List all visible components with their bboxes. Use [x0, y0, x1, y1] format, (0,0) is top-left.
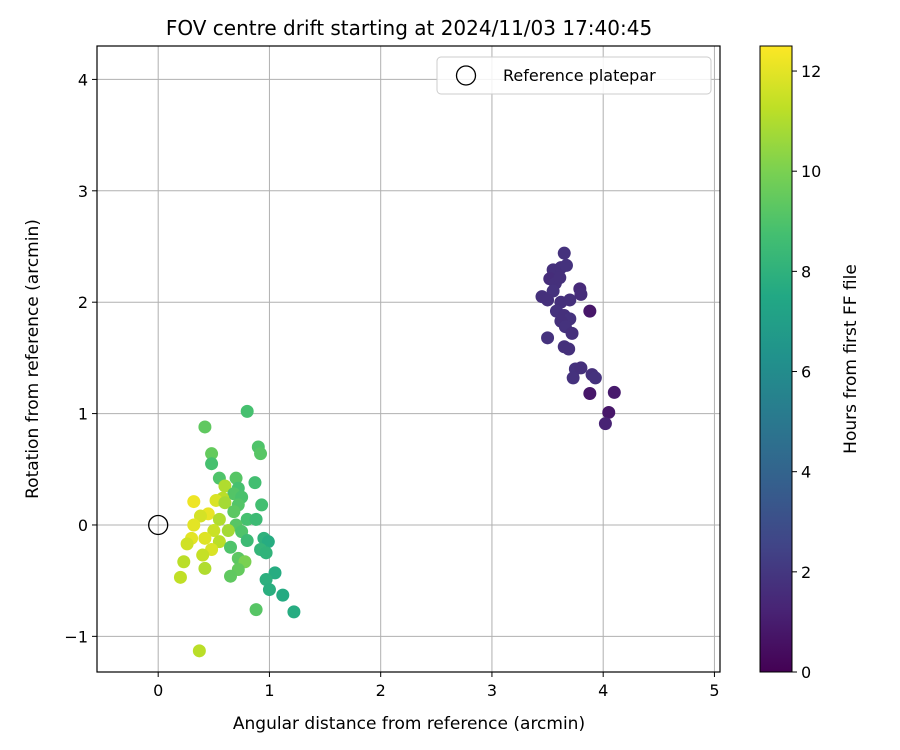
scatter-point	[583, 387, 597, 401]
x-tick-label: 0	[153, 681, 163, 700]
scatter-point	[262, 583, 276, 597]
scatter-point	[212, 512, 226, 526]
x-tick-label: 3	[487, 681, 497, 700]
scatter-point	[221, 524, 235, 538]
scatter-point	[607, 385, 621, 399]
y-tick-label: −1	[64, 627, 88, 646]
y-tick-label: 4	[78, 70, 88, 89]
y-tick-label: 0	[78, 516, 88, 535]
scatter-point	[196, 548, 210, 562]
data-points	[173, 246, 621, 658]
scatter-point	[229, 471, 243, 485]
scatter-point	[259, 573, 273, 587]
colorbar-label: Hours from first FF file	[841, 264, 861, 454]
scatter-point	[177, 555, 191, 569]
scatter-point	[173, 570, 187, 584]
y-axis-ticks: −1 0 1 2 3 4	[64, 70, 97, 646]
scatter-point	[557, 246, 571, 260]
scatter-point	[224, 569, 237, 583]
chart-title: FOV centre drift starting at 2024/11/03 …	[166, 16, 652, 40]
x-tick-label: 2	[376, 681, 386, 700]
scatter-point	[240, 534, 254, 548]
x-axis-label: Angular distance from reference (arcmin)	[233, 714, 585, 734]
scatter-point	[259, 546, 273, 560]
x-tick-label: 1	[264, 681, 274, 700]
scatter-point	[218, 479, 232, 493]
scatter-point	[254, 447, 268, 461]
scatter-point	[588, 371, 602, 385]
legend-label-reference-platepar: Reference platepar	[503, 66, 656, 85]
scatter-point	[187, 518, 201, 532]
legend-box	[436, 56, 712, 95]
colorbar-ticks: 0 2 4 6 8 10 12	[792, 62, 821, 682]
scatter-point	[205, 457, 219, 471]
scatter-point	[553, 271, 567, 285]
x-tick-label: 4	[598, 681, 608, 700]
scatter-point	[224, 540, 237, 554]
scatter-point	[198, 561, 212, 575]
scatter-point	[218, 496, 232, 510]
legend-marker	[455, 65, 477, 86]
legend: Reference platepar	[436, 56, 712, 95]
scatter-point	[249, 603, 263, 617]
colorbar-tick-label: 12	[801, 62, 821, 81]
scatter-point	[563, 293, 577, 307]
colorbar-tick-label: 2	[801, 563, 811, 582]
scatter-point	[562, 342, 576, 356]
scatter-point	[192, 644, 206, 658]
reference-platepar-point	[148, 514, 169, 536]
colorbar-tick-label: 0	[801, 663, 811, 682]
plot-frame	[96, 45, 721, 673]
y-tick-label: 2	[78, 293, 88, 312]
scatter-point	[240, 512, 254, 526]
scatter-point	[276, 588, 290, 602]
scatter-point	[565, 326, 579, 340]
scatter-point	[541, 293, 555, 307]
scatter-point	[287, 605, 301, 619]
colorbar-tick-label: 8	[801, 262, 811, 281]
reference-marker	[148, 514, 169, 536]
scatter-point	[559, 258, 573, 272]
x-tick-label: 5	[709, 681, 719, 700]
x-axis-ticks: 0 1 2 3 4 5	[153, 672, 720, 700]
scatter-point	[187, 495, 201, 509]
scatter-point	[180, 537, 194, 551]
y-tick-label: 1	[78, 405, 88, 424]
scatter-point	[598, 417, 612, 431]
scatter-point	[193, 509, 207, 523]
scatter-point	[566, 371, 580, 385]
colorbar-tick-label: 6	[801, 363, 811, 382]
scatter-point	[602, 405, 616, 419]
scatter-point	[574, 361, 588, 375]
scatter-point	[198, 420, 212, 434]
scatter-point	[574, 287, 588, 301]
colorbar-gradient	[759, 45, 793, 673]
scatter-point	[249, 512, 263, 526]
scatter-point	[268, 566, 282, 580]
scatter-point	[240, 404, 254, 418]
colorbar-tick-label: 4	[801, 463, 811, 482]
scatter-point	[227, 505, 241, 519]
y-tick-label: 3	[78, 182, 88, 201]
scatter-point	[541, 331, 555, 345]
scatter-point	[255, 498, 269, 512]
grid-lines	[97, 46, 720, 672]
y-axis-label: Rotation from reference (arcmin)	[23, 219, 43, 499]
scatter-point	[583, 304, 597, 318]
colorbar-tick-label: 10	[801, 162, 821, 181]
scatter-point	[198, 531, 212, 545]
scatter-point	[248, 476, 262, 490]
scatter-point	[207, 524, 221, 538]
scatter-point	[205, 447, 219, 461]
colorbar: 0 2 4 6 8 10 12 Hours from first FF file	[759, 45, 861, 682]
